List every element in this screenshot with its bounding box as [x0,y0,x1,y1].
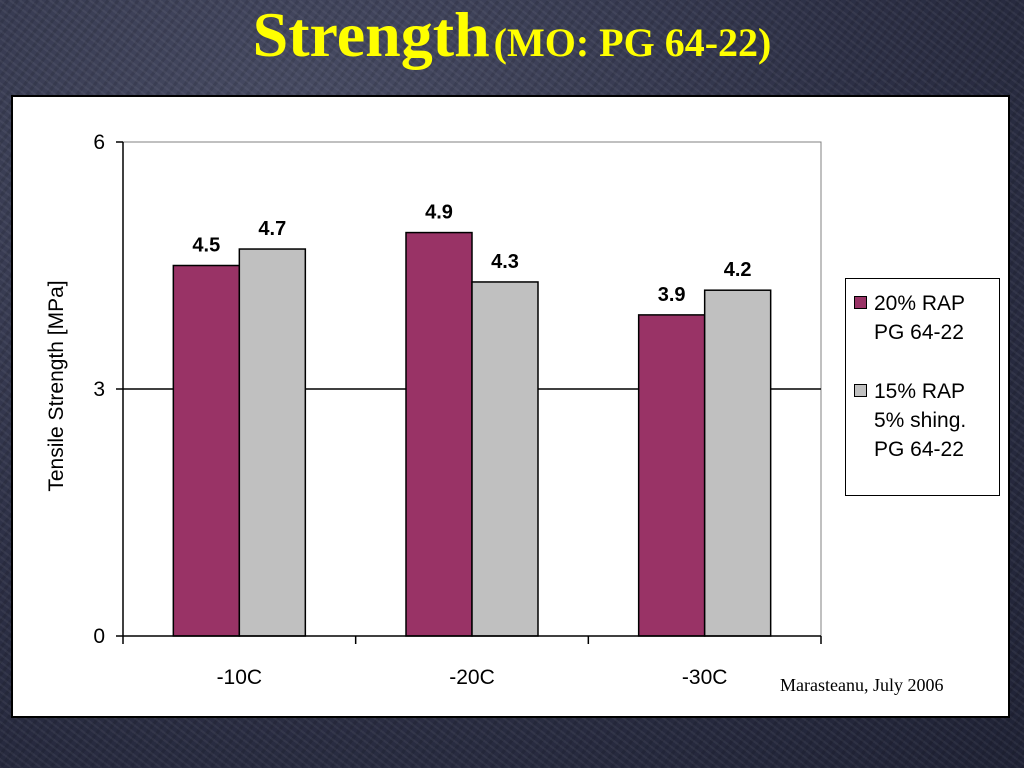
data-label: 3.9 [658,284,686,306]
legend-swatch-series-2 [854,384,867,397]
chart-panel: 4.5 4.9 3.9 4.7 4.3 4.2 0 3 6 -10C -20C -30C Tensile… [11,95,1010,718]
x-tick-label: -20C [449,666,495,689]
data-label: 4.2 [724,259,752,281]
y-tick-label: 3 [93,378,105,401]
bar [471,281,539,637]
legend-label-series-2: 15% RAP 5% shing. PG 64-22 [874,380,967,461]
y-axis-label: Tensile Strength [MPa] [45,280,68,491]
x-tick-label: -10C [217,666,263,689]
legend-swatch-series-1 [854,296,867,309]
data-label: 4.7 [258,218,286,240]
data-label: 4.5 [192,235,220,257]
bar [637,314,706,637]
chart-legend: 20% RAP PG 64-22 15% RAP 5% shing. PG 64… [845,278,1000,496]
data-label: 4.3 [491,251,519,273]
x-tick-label: -30C [682,666,728,689]
data-label: 4.9 [425,202,453,224]
bar [172,264,241,637]
bar [405,231,473,637]
bar [703,289,772,637]
bar-chart: 4.5 4.9 3.9 4.7 4.3 4.2 0 3 6 -10C -20C -30C Tensile… [45,131,822,689]
bar [238,248,307,637]
legend-label-series-1: 20% RAP PG 64-22 [874,292,966,344]
y-tick-label: 6 [93,131,105,154]
source-note: Marasteanu, July 2006 [780,675,944,695]
slide-title: Strength (MO: PG 64-22) [0,0,1024,80]
y-tick-label: 0 [93,625,105,648]
slide-title-sub: (MO: PG 64-22) [493,20,772,65]
slide-title-main: Strength [252,0,490,70]
